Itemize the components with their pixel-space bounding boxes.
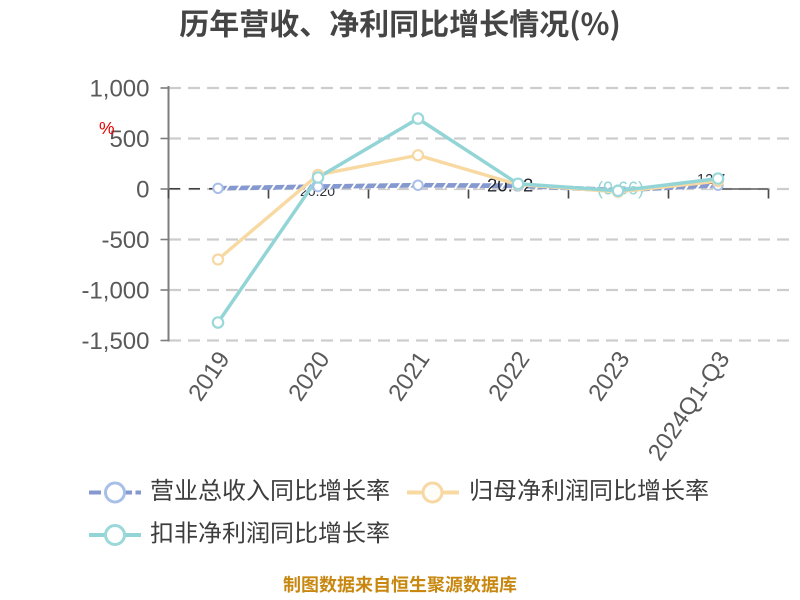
svg-text:2020: 2020 [283, 347, 335, 406]
svg-text:-500: -500 [101, 227, 149, 254]
svg-text:1,000: 1,000 [89, 75, 149, 102]
svg-text:-1,500: -1,500 [81, 328, 149, 355]
svg-text:500: 500 [109, 126, 149, 153]
svg-text:%: % [99, 118, 115, 138]
svg-text:2024Q1-Q3: 2024Q1-Q3 [643, 347, 736, 466]
svg-text:2019: 2019 [183, 347, 235, 406]
svg-text:0: 0 [136, 176, 149, 203]
svg-text:-1,000: -1,000 [81, 277, 149, 304]
svg-text:2022: 2022 [483, 347, 535, 406]
svg-text:2021: 2021 [383, 347, 435, 406]
svg-text:2023: 2023 [583, 347, 635, 406]
